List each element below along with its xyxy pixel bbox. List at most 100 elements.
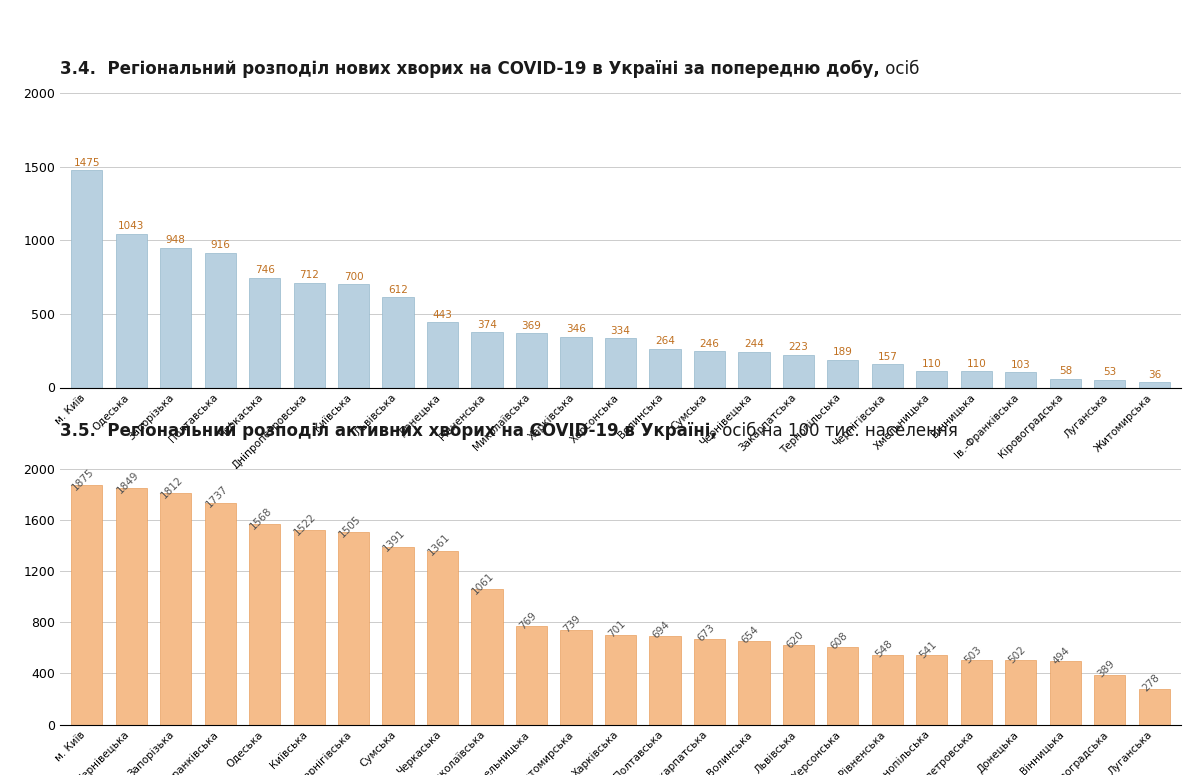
Bar — [783, 646, 814, 725]
Text: 278: 278 — [1140, 673, 1162, 694]
Bar — [294, 530, 325, 725]
Bar — [827, 647, 858, 725]
Text: 1875: 1875 — [71, 466, 96, 492]
Bar — [294, 283, 325, 388]
Text: 189: 189 — [833, 347, 852, 357]
Text: 1043: 1043 — [118, 222, 144, 231]
Text: осіб: осіб — [880, 60, 920, 78]
Text: 1522: 1522 — [293, 512, 319, 537]
Text: 1568: 1568 — [248, 505, 273, 531]
Bar — [382, 546, 414, 725]
Text: 746: 746 — [254, 265, 275, 275]
Bar — [516, 333, 547, 388]
Text: 1475: 1475 — [73, 157, 100, 167]
Bar — [159, 493, 191, 725]
Bar — [739, 352, 770, 388]
Text: 541: 541 — [917, 639, 939, 660]
Bar — [205, 253, 236, 388]
Text: 1737: 1737 — [204, 484, 229, 510]
Bar — [650, 349, 681, 388]
Text: 503: 503 — [963, 644, 983, 665]
Bar — [471, 332, 502, 388]
Bar — [471, 589, 502, 725]
Text: 1505: 1505 — [337, 514, 363, 539]
Bar — [427, 322, 458, 388]
Bar — [694, 351, 725, 388]
Bar — [382, 298, 414, 388]
Bar — [916, 656, 947, 725]
Bar — [249, 524, 281, 725]
Bar — [427, 550, 458, 725]
Text: 494: 494 — [1052, 645, 1072, 666]
Bar — [1005, 660, 1036, 725]
Bar — [1050, 379, 1081, 388]
Bar — [1095, 380, 1126, 388]
Bar — [783, 355, 814, 388]
Bar — [960, 660, 992, 725]
Text: 334: 334 — [610, 326, 631, 336]
Text: 620: 620 — [784, 629, 806, 650]
Bar — [605, 635, 635, 725]
Bar — [516, 626, 547, 725]
Bar — [1139, 689, 1170, 725]
Bar — [338, 284, 369, 388]
Text: 264: 264 — [655, 336, 675, 346]
Text: 389: 389 — [1096, 659, 1116, 680]
Text: 1849: 1849 — [115, 470, 140, 495]
Bar — [1095, 675, 1126, 725]
Text: 694: 694 — [651, 619, 671, 641]
Bar — [960, 371, 992, 388]
Bar — [115, 488, 146, 725]
Text: 739: 739 — [562, 614, 583, 635]
Text: 223: 223 — [789, 342, 808, 352]
Bar — [1005, 372, 1036, 388]
Text: 374: 374 — [477, 320, 496, 330]
Text: 1812: 1812 — [159, 474, 185, 500]
Text: 110: 110 — [922, 359, 941, 369]
Text: осіб на 100 тис. населення: осіб на 100 тис. населення — [717, 422, 958, 440]
Text: 700: 700 — [344, 272, 363, 282]
Text: 246: 246 — [699, 339, 719, 349]
Bar — [560, 336, 591, 388]
Text: 654: 654 — [740, 625, 761, 646]
Bar — [739, 641, 770, 725]
Bar — [71, 170, 102, 388]
Bar — [694, 639, 725, 725]
Bar — [916, 371, 947, 388]
Bar — [249, 277, 281, 388]
Text: 110: 110 — [966, 359, 987, 369]
Text: 346: 346 — [566, 324, 586, 334]
Text: 369: 369 — [522, 321, 542, 330]
Bar — [1139, 382, 1170, 388]
Text: 502: 502 — [1007, 644, 1028, 665]
Text: 3.4.  Регіональний розподіл нових хворих на COVID-19 в Україні за попередню добу: 3.4. Регіональний розподіл нових хворих … — [60, 60, 880, 78]
Text: 1391: 1391 — [381, 528, 408, 554]
Text: 1061: 1061 — [471, 570, 496, 596]
Text: 1361: 1361 — [426, 532, 452, 558]
Bar — [159, 248, 191, 388]
Text: 103: 103 — [1011, 360, 1031, 370]
Text: 58: 58 — [1059, 367, 1072, 377]
Text: 608: 608 — [829, 631, 850, 652]
Bar — [827, 360, 858, 388]
Text: 701: 701 — [607, 618, 627, 639]
Text: 53: 53 — [1103, 367, 1116, 377]
Text: 673: 673 — [695, 622, 717, 643]
Text: 948: 948 — [165, 236, 186, 245]
Bar — [872, 655, 903, 725]
Text: 712: 712 — [299, 270, 319, 280]
Bar — [115, 234, 146, 388]
Bar — [338, 532, 369, 725]
Text: 548: 548 — [873, 638, 894, 660]
Text: 612: 612 — [388, 284, 408, 294]
Bar — [872, 364, 903, 388]
Bar — [1050, 661, 1081, 725]
Text: 157: 157 — [878, 352, 897, 362]
Text: 443: 443 — [433, 310, 452, 319]
Text: 769: 769 — [518, 610, 538, 631]
Bar — [205, 502, 236, 725]
Text: 3.5.  Регіональний розподіл активних хворих на COVID-19 в Україні,: 3.5. Регіональний розподіл активних хвор… — [60, 422, 717, 440]
Bar — [650, 636, 681, 725]
Text: 916: 916 — [210, 240, 230, 250]
Bar — [71, 485, 102, 725]
